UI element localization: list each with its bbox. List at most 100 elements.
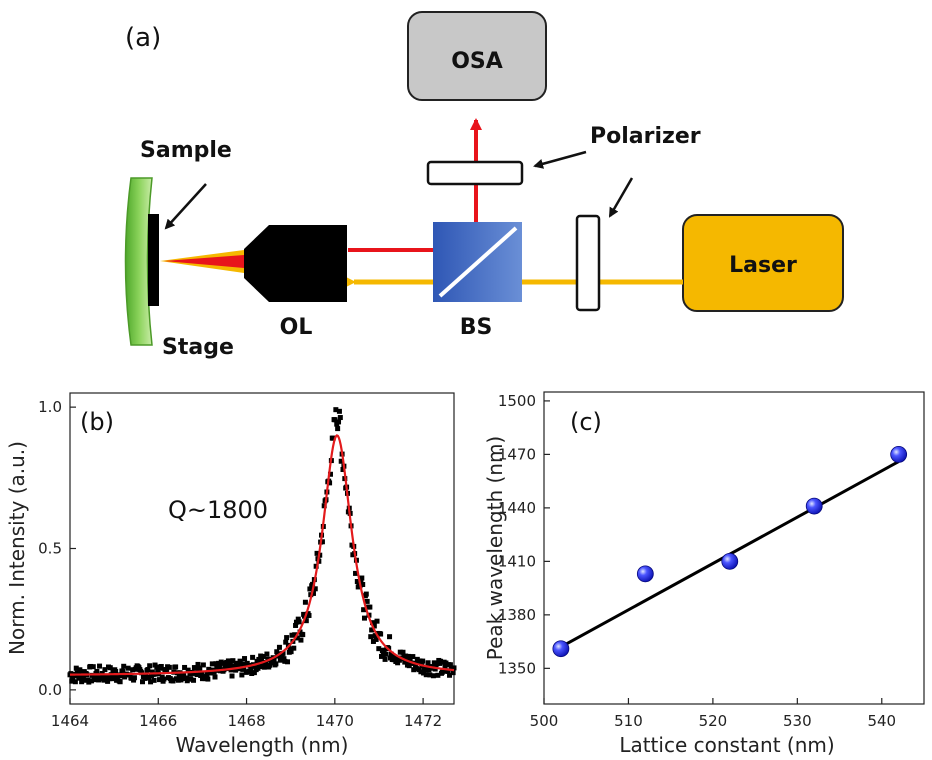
panel-b-data-point	[295, 616, 301, 622]
panel-b-data-point	[82, 677, 88, 683]
panel-b-data-point	[110, 669, 116, 675]
panel-b-data-point	[227, 660, 233, 666]
panel-b-data-point	[154, 664, 160, 670]
panel-b-data-point	[175, 677, 181, 683]
panel-b-data-point	[121, 663, 127, 669]
panel-b-data-point	[442, 663, 448, 669]
panel-b-data-point	[387, 634, 393, 640]
panel-b-data-point	[88, 678, 94, 684]
panel-b-data-point	[238, 661, 244, 667]
panel-b-data-point	[142, 675, 148, 681]
panel-b-data-point	[195, 661, 201, 667]
panel-b-data-point	[330, 435, 336, 441]
panel-b-data-point	[264, 651, 270, 657]
panel-b-data-point	[158, 663, 164, 669]
panel-b-data-point	[157, 677, 163, 683]
panel-b-data-point	[109, 676, 115, 682]
panel-b-data-point	[70, 676, 76, 682]
panel-b-data-point	[281, 656, 287, 662]
panel-b-data-point	[332, 417, 338, 423]
panel-b-data-point	[199, 671, 205, 677]
panel-b-data-point	[413, 666, 419, 672]
beamsplitter-mirror	[438, 226, 518, 298]
panel-b-data-point	[191, 677, 197, 683]
panel-b-data-point	[421, 670, 427, 676]
panel-b-data-point	[249, 670, 255, 676]
panel-c-chart: (c) 500 510 520 530 540 1350 1380 1410 1440 1470 1…	[483, 391, 925, 757]
panel-b-data-point	[107, 665, 113, 671]
panel-b-data-point	[435, 672, 441, 678]
panel-b-data-point	[143, 672, 149, 678]
panel-b-data-point	[170, 678, 176, 684]
panel-b-data-point	[418, 669, 424, 675]
panel-b-data-point	[374, 618, 380, 624]
panel-b-data-point	[395, 660, 401, 666]
panel-b-data-point	[147, 663, 153, 669]
panel-b-data-point	[276, 644, 282, 650]
panel-b-data-point	[363, 591, 369, 597]
osa-box	[407, 11, 547, 101]
panel-b-data-point	[353, 570, 359, 576]
panel-b-data-point	[277, 657, 283, 663]
panel-b-data-point	[292, 632, 298, 638]
panel-b-data-point	[259, 661, 265, 667]
panel-b-data-point	[102, 667, 108, 673]
panel-b-data-point	[306, 612, 312, 618]
panel-b-data-point	[183, 675, 189, 681]
panel-c-xtick-label: 510	[614, 712, 643, 730]
panel-b-data-point	[451, 665, 457, 671]
panel-b-data-point	[120, 669, 126, 675]
panel-c-points	[552, 445, 908, 658]
panel-b-data-point	[314, 550, 320, 556]
panel-b-data-point	[216, 664, 222, 670]
panel-b-data-point	[288, 649, 294, 655]
panel-b-data-point	[190, 670, 196, 676]
panel-b-data-point	[145, 667, 151, 673]
osa-label: OSA	[451, 49, 503, 74]
panel-b-data-point	[268, 660, 274, 666]
panel-b-data-point	[373, 636, 379, 642]
panel-c-ytick-label: 1410	[498, 552, 536, 570]
laser-box	[682, 214, 844, 312]
panel-b-data-point	[106, 676, 112, 682]
panel-b-xtick-label: 1466	[139, 712, 177, 730]
panel-b-data-point	[403, 653, 409, 659]
panel-b-data-point	[197, 666, 203, 672]
panel-b-data-point	[340, 467, 346, 473]
panel-b-data-point	[319, 539, 325, 545]
panel-b-ticks: 1464 1466 1468 1470 1472 0.0 0.5 1.0	[38, 398, 442, 730]
panel-b-data-point	[426, 667, 432, 673]
sample	[148, 214, 159, 306]
panel-b-data-point	[242, 656, 248, 662]
panel-c-data-point	[890, 445, 908, 463]
panel-b-data-point	[411, 667, 417, 673]
panel-b-data-point	[294, 635, 300, 641]
panel-b-fit-curve	[69, 434, 455, 676]
panel-c-xtick-label: 520	[699, 712, 728, 730]
panel-b-data-point	[380, 652, 386, 658]
panel-b-data-point	[131, 675, 137, 681]
panel-b-data-point	[178, 677, 184, 683]
panel-b-data-point	[229, 673, 235, 679]
panel-b-data-point	[450, 670, 456, 676]
objective-lens	[269, 225, 347, 302]
panel-b-chart: (b) Q~1800 1464 1466 1468 1470 1472 0.0 0.5 1.0…	[5, 392, 457, 757]
panel-c-ytick-label: 1500	[498, 392, 536, 410]
panel-b-data-point	[173, 664, 179, 670]
panel-b-data-point	[100, 674, 106, 680]
panel-b-data-point	[370, 638, 376, 644]
panel-b-data-point	[219, 660, 225, 666]
panel-c-ticks: 500 510 520 530 540 1350 1380 1410 1440 1470 1500	[498, 392, 896, 730]
panel-b-data-point	[213, 661, 219, 667]
panel-b-data-point	[248, 666, 254, 672]
panel-b-data-point	[182, 664, 188, 670]
panel-b-data-point	[204, 671, 210, 677]
sample-label: Sample	[140, 138, 232, 163]
panel-b-data-point	[91, 677, 97, 683]
panel-b-data-point	[226, 664, 232, 670]
panel-b-data-point	[166, 664, 172, 670]
panel-b-data-point	[425, 660, 431, 666]
stage-label: Stage	[162, 335, 234, 360]
panel-b-data-point	[336, 408, 342, 414]
